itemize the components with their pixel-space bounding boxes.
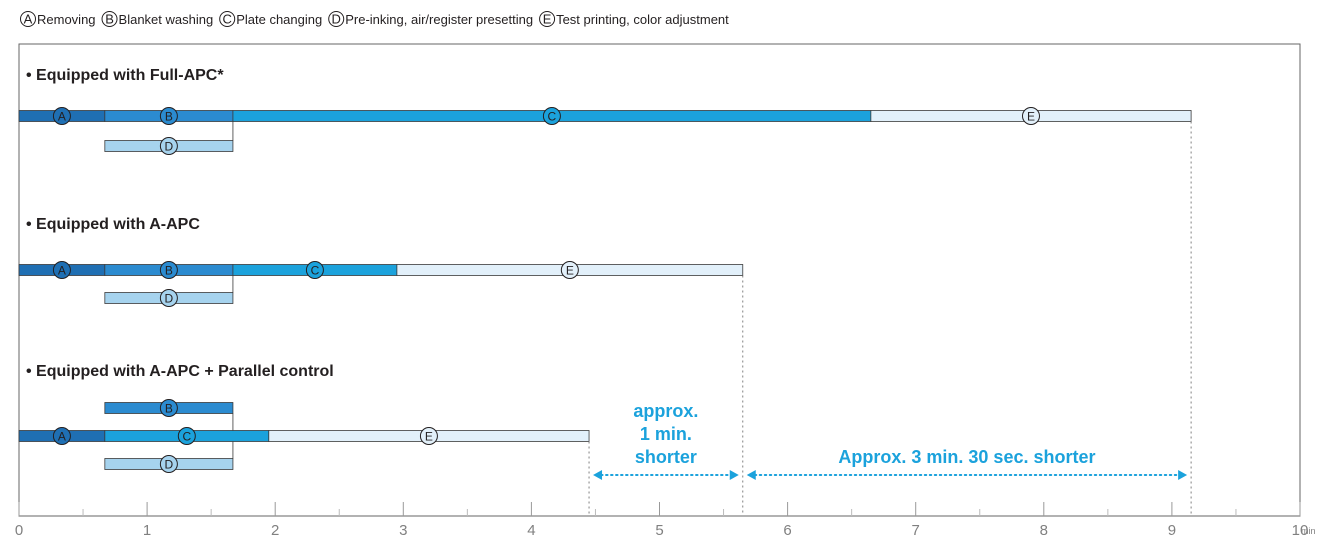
legend-label: Pre-inking, air/register presetting (345, 12, 533, 27)
segment-marker-letter: C (548, 110, 557, 124)
annotation-1: approx. 1 min. shorter (593, 401, 739, 480)
annotation-text: 1 min. (640, 424, 692, 444)
section-title: • Equipped with A-APC (26, 216, 200, 233)
tick-label: 5 (655, 522, 663, 539)
legend-label: Blanket washing (119, 12, 214, 27)
legend: A Removing B Blanket washing C Plate changing… (21, 12, 730, 28)
section-title: • Equipped with Full-APC* (26, 67, 224, 84)
legend-label: Removing (37, 12, 96, 27)
segment-marker-letter: D (165, 140, 174, 154)
legend-label: Plate changing (236, 12, 322, 27)
section-3: • Equipped with A-APC + Parallel control… (19, 363, 589, 473)
legend-key-letter: D (332, 12, 341, 27)
tick-label: 6 (783, 522, 791, 539)
legend-key-letter: E (543, 12, 552, 27)
annotations-layer: approx. 1 min. shorter Approx. 3 min. 30 se… (593, 401, 1187, 480)
segment-marker-letter: D (165, 458, 174, 472)
segment-marker-letter: E (566, 264, 574, 278)
tick-label: 7 (912, 522, 920, 539)
tick-label: 2 (271, 522, 279, 539)
tick-label: 4 (527, 522, 535, 539)
x-unit-label: min (1301, 526, 1316, 536)
segment-marker-letter: B (165, 264, 173, 278)
annotation-text: approx. (633, 401, 698, 421)
annotation-text: shorter (635, 447, 697, 467)
segment-marker-letter: B (165, 110, 173, 124)
segment-marker-letter: B (165, 402, 173, 416)
segment-marker-letter: C (311, 264, 320, 278)
arrow-head-right (730, 470, 739, 480)
segment-marker-letter: A (58, 264, 66, 278)
legend-key-letter: A (24, 12, 33, 27)
arrow-head-left (593, 470, 602, 480)
annotation-2: Approx. 3 min. 30 sec. shorter (747, 447, 1187, 480)
section-2: • Equipped with A-APC A B C E D (19, 216, 743, 307)
segment-marker-letter: E (1027, 110, 1035, 124)
segment-marker-letter: C (182, 430, 191, 444)
arrow-head-right (1178, 470, 1187, 480)
tick-label: 8 (1040, 522, 1048, 539)
segment-marker-letter: A (58, 110, 66, 124)
arrow-head-left (747, 470, 756, 480)
segment-marker-letter: D (165, 292, 174, 306)
tick-label: 0 (15, 522, 23, 539)
tick-label: 1 (143, 522, 151, 539)
tick-label: 3 (399, 522, 407, 539)
segment-marker-letter: E (425, 430, 433, 444)
segment-marker-letter: A (58, 430, 66, 444)
legend-label: Test printing, color adjustment (556, 12, 729, 27)
legend-key-letter: C (223, 12, 232, 27)
section-1: • Equipped with Full-APC* A B C E D (19, 67, 1191, 155)
legend-key-letter: B (105, 12, 114, 27)
section-title: • Equipped with A-APC + Parallel control (26, 363, 334, 380)
tick-label: 9 (1168, 522, 1176, 539)
annotation-text: Approx. 3 min. 30 sec. shorter (838, 447, 1095, 467)
